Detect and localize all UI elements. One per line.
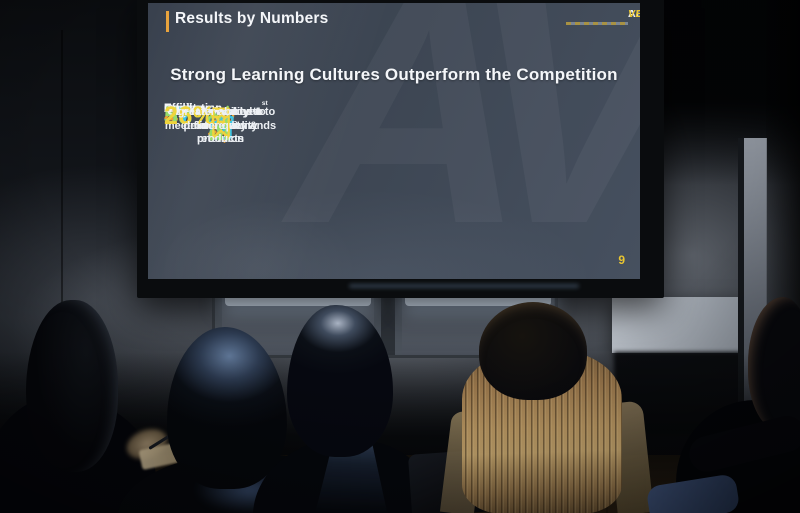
slide-main-title: Strong Learning Cultures Outperform the … [170,65,618,84]
metric-label: Quality [164,103,203,115]
presentation-slide: AV Results by Numbers ADRIANAVELA Strong… [148,3,640,279]
whiteboard [612,297,748,353]
audience-left-woman-head [26,300,118,472]
window-mullion [381,289,395,355]
audience-right-person-head [748,297,800,431]
metric-description: greater ability to deliver quality produ… [177,106,264,146]
projector-hotspot [148,123,640,279]
audience-man2-head [287,305,393,457]
metric-value: 26% [164,102,216,130]
metric-value: 58% [164,102,216,130]
wall-corner [61,30,63,320]
metric-value: 37% [164,102,216,130]
door-gap [738,138,744,468]
slide-page-number: 9 [618,253,625,267]
logo-text-primary: ADRIANA [628,8,640,20]
metric-value: 46% [164,102,216,130]
metric-label: Agility [164,103,200,115]
ribbon-star-icon [164,99,277,151]
bezel-reflection [349,284,579,288]
audience-man1-head [167,327,287,489]
projector-screen: AV Results by Numbers ADRIANAVELA Strong… [137,0,664,298]
header-accent-bar [166,11,169,32]
metric-label: Efficiency [164,103,219,115]
logo-tagline-bar [566,22,628,25]
metric-label: Innovation [164,103,223,115]
logo-text-accent: VELA [628,8,640,20]
blonde-woman-curls [479,302,587,400]
brand-watermark: AV [288,3,640,273]
slide-header-title: Results by Numbers [175,10,329,27]
